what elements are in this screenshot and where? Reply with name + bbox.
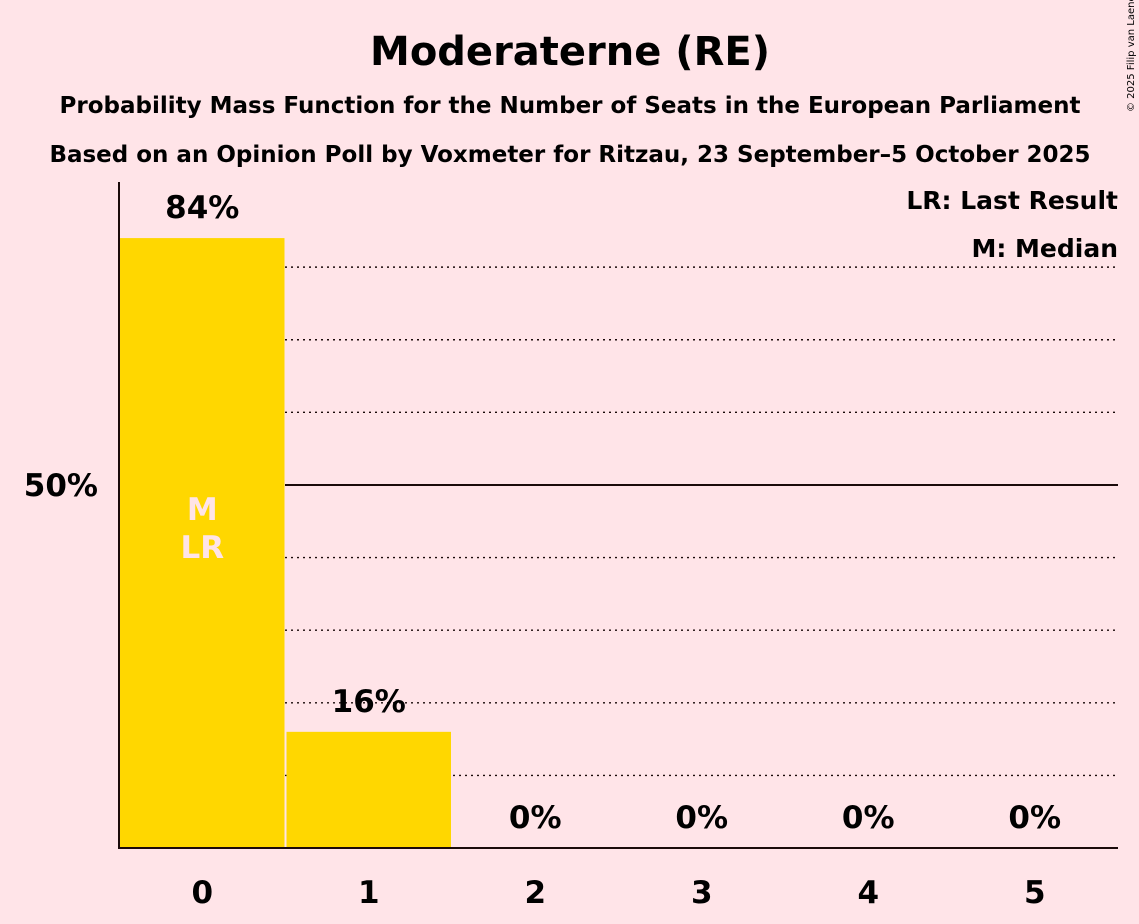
bar-value-label-1: 16%	[332, 684, 406, 720]
x-tick-label-3: 3	[691, 875, 713, 911]
last-result-marker: LR	[180, 530, 224, 566]
bar-value-label-2: 0%	[509, 800, 562, 836]
x-tick-label-0: 0	[191, 875, 213, 911]
legend-median: M: Median	[971, 234, 1118, 263]
x-tick-label-5: 5	[1024, 875, 1046, 911]
labels: 50% 84% 0 16% 1 0% 2 0% 3 0% 4 0% 5 MLR	[24, 190, 1061, 911]
chart-subtitle: Probability Mass Function for the Number…	[60, 93, 1081, 119]
bar-value-label-3: 0%	[675, 800, 728, 836]
x-tick-label-4: 4	[857, 875, 879, 911]
bar-value-label-0: 84%	[165, 190, 239, 226]
median-marker: M	[187, 492, 218, 528]
grid-lines	[285, 266, 1118, 777]
x-tick-label-2: 2	[524, 875, 546, 911]
x-tick-label-1: 1	[358, 875, 380, 911]
chart-title: Moderaterne (RE)	[370, 29, 770, 75]
axes	[118, 182, 1118, 849]
bar-1	[286, 731, 451, 848]
bar-value-label-5: 0%	[1008, 800, 1061, 836]
bars	[120, 238, 451, 848]
y-tick-label: 50%	[24, 468, 98, 504]
bar-value-label-4: 0%	[842, 800, 895, 836]
copyright: © 2025 Filip van Laenen	[1126, 0, 1137, 112]
legend-last-result: LR: Last Result	[906, 186, 1118, 215]
bar-0	[120, 238, 285, 848]
chart-subtitle-source: Based on an Opinion Poll by Voxmeter for…	[49, 142, 1090, 168]
